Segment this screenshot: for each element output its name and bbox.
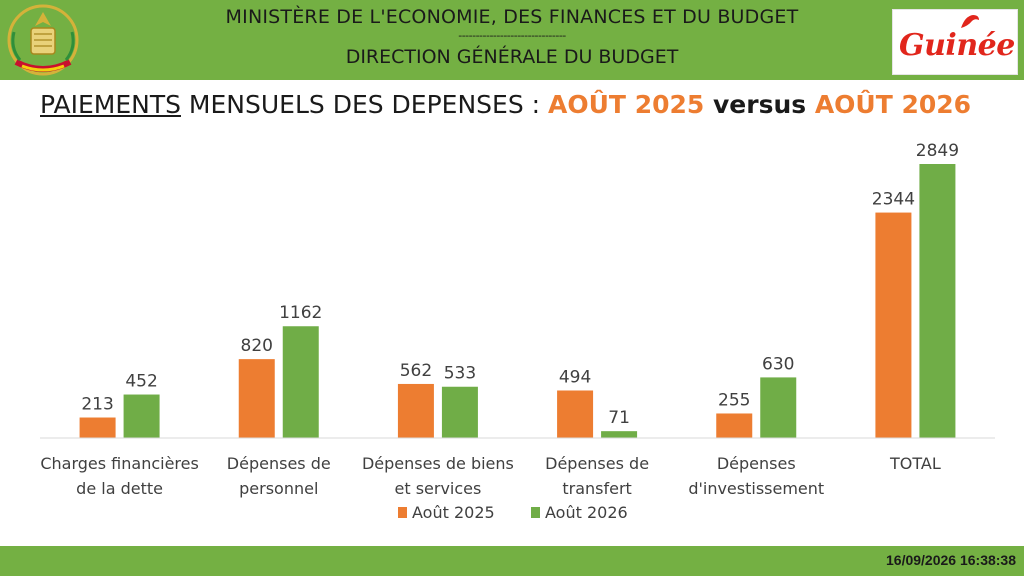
- brand-wordmark: Guinée: [899, 28, 1015, 63]
- category-label: Dépenses de: [227, 454, 331, 473]
- data-label: 452: [125, 372, 157, 392]
- bar-1: [557, 390, 594, 438]
- category-label: Charges financières: [40, 454, 199, 473]
- title-versus: versus: [704, 90, 815, 119]
- page-title: PAIEMENTS MENSUELS DES DEPENSES : AOÛT 2…: [40, 90, 971, 119]
- data-label: 255: [718, 390, 750, 410]
- bar-1: [875, 212, 912, 438]
- data-label: 1162: [279, 303, 322, 323]
- bar-chart: 213 452 Charges financières de la dette 820 1…: [40, 141, 995, 522]
- bar-2: [123, 394, 160, 438]
- category-label: personnel: [239, 479, 318, 498]
- bar-2: [919, 164, 956, 438]
- bar-1: [397, 383, 434, 438]
- footer-band: 16/09/2026 16:38:38: [0, 546, 1024, 576]
- title-period2: AOÛT 2026: [814, 90, 972, 119]
- data-label: 494: [559, 367, 591, 387]
- data-label: 2849: [916, 141, 959, 161]
- data-label: 562: [400, 361, 432, 381]
- legend-label: Août 2025: [412, 503, 495, 522]
- bar-2: [282, 326, 319, 438]
- data-label: 2344: [872, 190, 915, 210]
- bar-1: [238, 359, 275, 438]
- category-label: d'investissement: [688, 479, 824, 498]
- bird-icon: [961, 15, 979, 28]
- legend-swatch: [398, 507, 407, 518]
- data-label: 213: [81, 395, 113, 415]
- category-label: et services: [394, 479, 481, 498]
- category-label: Dépenses de biens: [362, 454, 514, 473]
- header-separator: -------------------------------: [458, 29, 566, 42]
- data-label: 533: [444, 364, 476, 384]
- header-band: [0, 0, 1024, 80]
- header-text: MINISTÈRE DE L'ECONOMIE, DES FINANCES ET…: [100, 0, 924, 68]
- data-label: 630: [762, 354, 794, 374]
- legend-label: Août 2026: [545, 503, 628, 522]
- category-label: TOTAL: [889, 454, 941, 473]
- ministry-name: MINISTÈRE DE L'ECONOMIE, DES FINANCES ET…: [225, 6, 799, 28]
- category-label: Dépenses de: [545, 454, 649, 473]
- data-label: 820: [241, 336, 273, 356]
- data-label: 71: [608, 408, 630, 428]
- bar-2: [760, 377, 797, 438]
- category-label: Dépenses: [717, 454, 796, 473]
- title-period1: AOÛT 2025: [548, 90, 705, 119]
- brand-logo: Guinée: [892, 9, 1018, 75]
- direction-name: DIRECTION GÉNÉRALE DU BUDGET: [345, 46, 679, 68]
- bar-1: [79, 417, 116, 438]
- title-part1: PAIEMENTS: [40, 90, 181, 119]
- legend-swatch: [531, 507, 540, 518]
- bar-2: [601, 431, 638, 438]
- category-label: transfert: [562, 479, 631, 498]
- title-part2: MENSUELS DES DEPENSES :: [180, 90, 549, 119]
- bar-1: [716, 413, 753, 438]
- bar-2: [441, 386, 478, 438]
- timestamp: 16/09/2026 16:38:38: [886, 552, 1016, 568]
- category-label: de la dette: [76, 479, 163, 498]
- coat-of-arms-icon: [7, 4, 79, 76]
